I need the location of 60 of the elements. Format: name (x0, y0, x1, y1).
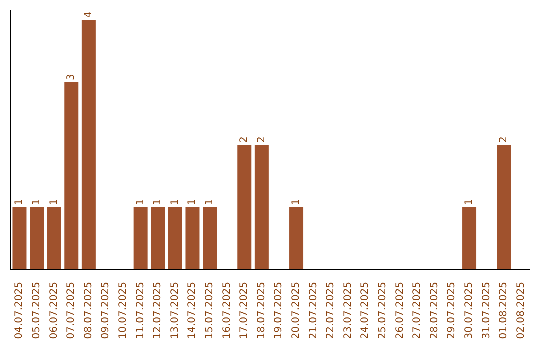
bar (82, 20, 96, 270)
data-label: 1 (291, 199, 302, 206)
x-tick-label: 31.07.2025 (481, 282, 492, 340)
x-tick-label: 09.07.2025 (100, 282, 112, 340)
x-tick-label: 17.07.2025 (239, 282, 250, 340)
bar (168, 208, 182, 270)
bar (290, 208, 304, 270)
data-label: 1 (32, 199, 43, 206)
x-tick-label: 12.07.2025 (152, 282, 164, 340)
data-label: 1 (48, 199, 60, 206)
data-label: 2 (239, 136, 250, 143)
x-tick-label: 04.07.2025 (14, 282, 26, 340)
data-label: 1 (464, 199, 476, 206)
bar (151, 208, 166, 270)
x-tick-label: 25.07.2025 (377, 282, 388, 340)
x-tick-label: 15.07.2025 (204, 282, 216, 340)
data-label: 1 (152, 199, 164, 206)
x-tick-label: 22.07.2025 (326, 282, 337, 340)
data-label: 1 (170, 199, 181, 206)
bar (238, 145, 252, 270)
bar (134, 208, 148, 270)
bar (462, 208, 477, 270)
x-tick-label: 24.07.2025 (360, 282, 372, 340)
x-tick-label: 08.07.2025 (83, 282, 94, 340)
x-tick-label: 13.07.2025 (170, 282, 181, 340)
x-tick-label: 21.07.2025 (308, 282, 320, 340)
data-label: 2 (498, 136, 510, 143)
bar (497, 145, 512, 270)
bar (47, 208, 62, 270)
bar (254, 145, 269, 270)
x-tick-label: 06.07.2025 (48, 282, 60, 340)
x-tick-label: 14.07.2025 (187, 282, 198, 340)
x-tick-label: 05.07.2025 (31, 282, 42, 340)
x-tick-label: 28.07.2025 (429, 282, 440, 340)
bar (203, 208, 218, 270)
data-label: 1 (14, 199, 26, 206)
bar (12, 208, 27, 270)
data-label: 1 (187, 199, 198, 206)
x-tick-label: 18.07.2025 (256, 282, 268, 340)
data-label: 4 (83, 12, 94, 18)
bar (186, 208, 200, 270)
x-tick-label: 07.07.2025 (66, 282, 78, 340)
x-tick-label: 26.07.2025 (394, 282, 406, 340)
data-label: 3 (66, 74, 78, 80)
data-label: 1 (204, 199, 216, 206)
x-tick-label: 02.08.2025 (516, 282, 527, 340)
x-tick-label: 30.07.2025 (464, 282, 475, 340)
bar (30, 208, 44, 270)
x-tick-label: 11.07.2025 (135, 282, 146, 340)
data-label: 2 (256, 136, 268, 143)
x-tick-label: 10.07.2025 (118, 282, 129, 340)
x-tick-label: 16.07.2025 (222, 282, 233, 340)
x-tick-label: 27.07.2025 (412, 282, 424, 340)
x-tick-label: 20.07.2025 (290, 282, 302, 340)
x-tick-label: 19.07.2025 (274, 282, 285, 340)
x-tick-label: 01.08.2025 (498, 282, 510, 340)
x-tick-label: 29.07.2025 (446, 282, 458, 340)
data-label: 1 (135, 199, 146, 206)
bar (64, 82, 79, 270)
x-tick-label: 23.07.2025 (342, 282, 354, 340)
